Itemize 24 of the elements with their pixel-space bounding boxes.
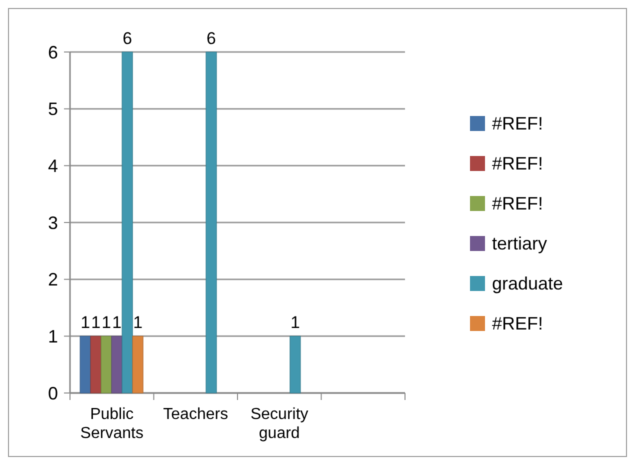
x-tick-label: Teachers — [163, 406, 228, 423]
legend-label: #REF! — [492, 313, 544, 334]
data-label: 6 — [122, 29, 132, 48]
y-tick-label: 5 — [48, 99, 58, 120]
data-label: 1 — [102, 313, 112, 332]
y-tick-label: 0 — [48, 383, 58, 404]
y-tick-label: 3 — [48, 212, 58, 233]
data-label: 6 — [206, 29, 216, 48]
legend-label: tertiary — [492, 233, 548, 254]
data-label: 1 — [80, 313, 90, 332]
y-tick-label: 1 — [48, 326, 58, 346]
y-tick-label: 4 — [48, 156, 58, 176]
data-label: 1 — [112, 313, 122, 332]
x-tick-label: Public Servants — [80, 406, 144, 442]
data-label: 1 — [91, 313, 101, 332]
x-tick-label: Security guard — [250, 406, 308, 442]
legend-label: #REF! — [492, 153, 544, 174]
data-label: 1 — [290, 313, 300, 332]
y-tick-label: 2 — [48, 270, 58, 290]
legend-label: #REF! — [492, 113, 544, 134]
legend-label: #REF! — [492, 193, 544, 214]
y-tick-label: 6 — [48, 42, 58, 62]
data-label: 1 — [133, 313, 143, 332]
legend-label: graduate — [492, 273, 564, 294]
